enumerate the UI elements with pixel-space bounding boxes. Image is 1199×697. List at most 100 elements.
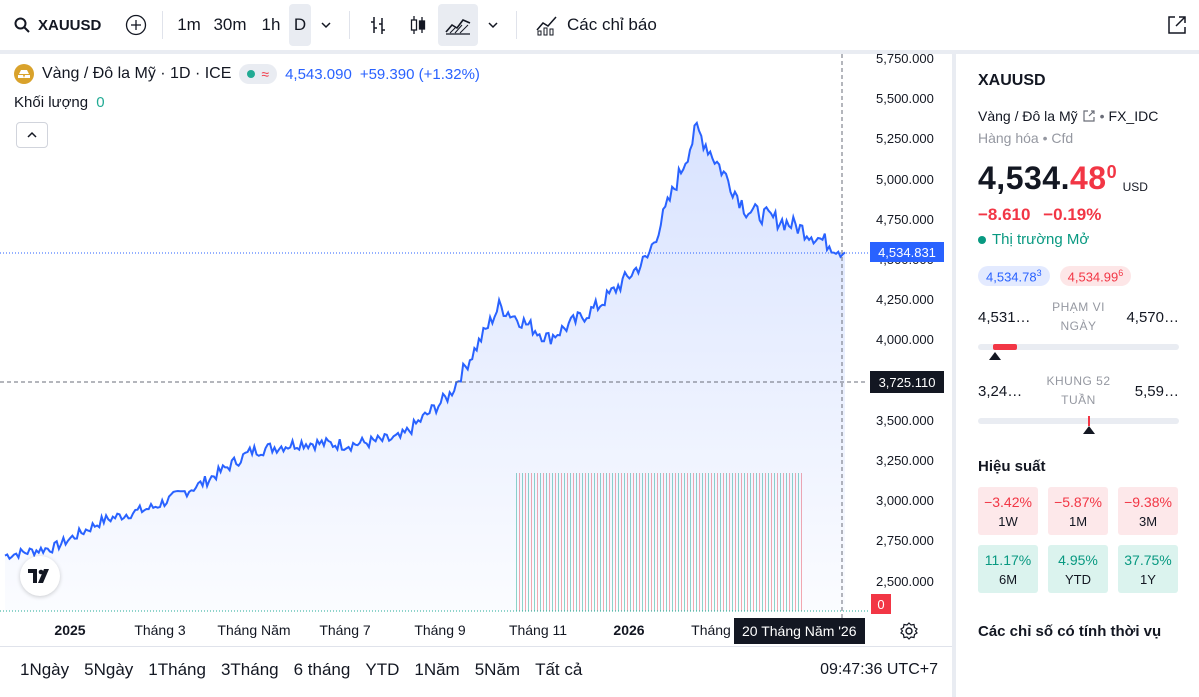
toolbar-divider: [516, 11, 517, 39]
interval-dropdown[interactable]: [311, 4, 341, 46]
performance-value: 11.17%: [984, 551, 1032, 568]
symbol-details-panel: XAUUSD Vàng / Đô la Mỹ • FX_IDC Hàng hóa…: [952, 54, 1199, 697]
time-axis-tick: Tháng 9: [414, 622, 466, 638]
open-external-button[interactable]: [1162, 4, 1192, 46]
details-description[interactable]: Vàng / Đô la Mỹ: [978, 108, 1078, 124]
details-description-row: Vàng / Đô la Mỹ • FX_IDC: [978, 108, 1179, 124]
price-area-fill: [5, 122, 845, 612]
current-price-marker-icon: [989, 352, 1001, 361]
market-open-dot-icon: [247, 70, 256, 78]
price-axis-tick: 3,500.000: [876, 412, 934, 428]
range-button[interactable]: YTD: [365, 659, 400, 679]
performance-cell[interactable]: 11.17% 6M: [978, 545, 1038, 594]
market-status-label: Thị trường Mở: [992, 231, 1090, 248]
indicators-button[interactable]: Các chỉ báo: [525, 4, 667, 46]
compare-add-button[interactable]: [118, 4, 154, 46]
price-axis-tick: 2,500.000: [876, 573, 934, 589]
performance-cell[interactable]: −5.87% 1M: [1048, 487, 1108, 536]
gold-logo-icon: [14, 64, 34, 84]
time-axis-tick: Tháng 3: [134, 622, 186, 638]
performance-period: 1W: [998, 513, 1018, 529]
range-button[interactable]: 5Ngày: [84, 659, 134, 679]
price-axis-tick: 3,250.000: [876, 453, 934, 468]
performance-period: 3M: [1138, 513, 1158, 529]
price-axis-tick: 5,500.000: [876, 91, 934, 107]
area-chart-type-button[interactable]: [438, 4, 478, 46]
date-range-bar: 1Ngày 5Ngày 1Tháng 3Tháng 6 tháng YTD 1Năm 5Năm…: [0, 646, 952, 692]
day-range-fill: [993, 344, 1017, 351]
clock-timezone[interactable]: 09:47:36 UTC+7: [820, 660, 938, 678]
range-button[interactable]: Tất cả: [535, 659, 583, 679]
interval-30m[interactable]: 30m: [213, 15, 247, 34]
chart-type-dropdown[interactable]: [478, 4, 508, 46]
market-status-pill[interactable]: ≈: [239, 64, 278, 84]
week52-range-row: 3,24… KHUNG 52 TUẦN 5,59…: [978, 372, 1179, 410]
performance-cell[interactable]: −3.42% 1W: [978, 487, 1038, 536]
indicators-label: Các chỉ báo: [567, 15, 657, 34]
performance-value: 37.75%: [1124, 551, 1172, 568]
symbol-search-button[interactable]: XAUUSD: [0, 4, 118, 46]
interval-1m[interactable]: 1m: [177, 15, 201, 34]
price-chart[interactable]: [0, 54, 948, 618]
search-icon: [14, 17, 30, 33]
details-exchange[interactable]: FX_IDC: [1108, 108, 1159, 124]
range-button[interactable]: 3Tháng: [220, 659, 279, 679]
bullet-separator: •: [1042, 130, 1052, 146]
top-toolbar: XAUUSD 1m 30m 1h D Các chỉ báo: [0, 0, 1199, 54]
range-button[interactable]: 1Năm: [414, 659, 460, 679]
performance-value: −5.87%: [1054, 493, 1102, 510]
interval-1h[interactable]: 1h: [261, 15, 281, 34]
legend-last-price: 4,543.090: [285, 65, 352, 83]
bid-ask-row: 4,534.783 4,534.996: [978, 266, 1179, 287]
time-axis-tick: Tháng 11: [508, 622, 568, 638]
performance-cell[interactable]: 37.75% 1Y: [1118, 545, 1178, 594]
legend-change: +59.390 (+1.32%): [359, 65, 480, 83]
range-button[interactable]: 1Ngày: [20, 659, 70, 679]
chart-legend: Vàng / Đô la Mỹ · 1D · ICE ≈ 4,543.090 +…: [14, 64, 480, 84]
market-status[interactable]: Thị trường Mở: [978, 231, 1179, 248]
week52-range-tick: [1088, 416, 1090, 427]
week52-range-bar: [978, 416, 1179, 435]
performance-title: Hiệu suất: [978, 458, 1046, 476]
range-button[interactable]: 5Năm: [474, 659, 521, 679]
external-link-icon[interactable]: [1082, 109, 1096, 123]
performance-cell[interactable]: −9.38% 3M: [1118, 487, 1178, 536]
legend-title: Vàng / Đô la Mỹ · 1D · ICE: [42, 65, 232, 82]
bar-chart-type-button[interactable]: [358, 4, 398, 46]
area-chart-icon: [445, 19, 471, 35]
external-link-icon: [1168, 16, 1186, 34]
price-axis-tick: 4,250.000: [876, 292, 934, 308]
details-symbol[interactable]: XAUUSD: [978, 72, 1046, 89]
bid-price: 4,534.783: [978, 266, 1050, 287]
price-axis-tick: 5,750.000: [876, 51, 934, 66]
details-price: 4,534. 48 0 USD: [978, 160, 1179, 197]
performance-value: 4.95%: [1058, 551, 1098, 568]
time-axis-tick: 2025: [54, 622, 86, 638]
price-axis-tick: 5,250.000: [876, 131, 934, 147]
collapse-legend-button[interactable]: [16, 122, 48, 148]
day-range-high: 4,570…: [1126, 308, 1179, 326]
chart-settings-button[interactable]: [898, 620, 920, 642]
price-axis-tick: 2,750.000: [876, 533, 934, 549]
change-absolute: −8.610: [978, 205, 1031, 224]
time-axis-tick: Tháng: [691, 622, 731, 638]
range-button[interactable]: 6 tháng: [293, 659, 351, 679]
tradingview-logo-icon[interactable]: [20, 556, 60, 596]
interval-d[interactable]: D: [289, 4, 311, 46]
candle-chart-type-button[interactable]: [398, 4, 438, 46]
price-integer: 4,534.: [978, 160, 1070, 196]
crosshair-price-label: 3,725.110: [870, 371, 944, 393]
time-axis[interactable]: 2025 Tháng 3 Tháng Năm Tháng 7 Tháng 9 Tháng …: [0, 618, 948, 644]
chevron-up-icon: [27, 131, 37, 138]
day-range-low: 4,531…: [978, 308, 1031, 326]
price-axis-tick: 3,000.000: [876, 493, 934, 509]
toolbar-divider: [162, 11, 163, 39]
performance-period: 1Y: [1140, 571, 1156, 587]
chart-pane[interactable]: Vàng / Đô la Mỹ · 1D · ICE ≈ 4,543.090 +…: [0, 51, 948, 644]
details-category: Hàng hóa: [978, 130, 1039, 146]
ask-fraction: 6: [1118, 268, 1124, 278]
ask-value: 4,534.99: [1067, 269, 1119, 285]
performance-cell[interactable]: 4.95% YTD: [1048, 545, 1108, 594]
range-button[interactable]: 1Tháng: [148, 659, 206, 679]
market-open-dot-icon: [978, 235, 986, 244]
